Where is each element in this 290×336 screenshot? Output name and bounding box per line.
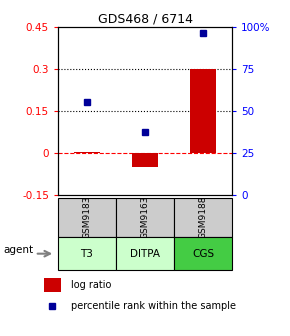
- Text: GSM9183: GSM9183: [82, 196, 92, 239]
- Bar: [174, 198, 232, 237]
- Bar: [58, 237, 116, 270]
- Text: DITPA: DITPA: [130, 249, 160, 259]
- Text: percentile rank within the sample: percentile rank within the sample: [71, 301, 235, 311]
- Text: CGS: CGS: [192, 249, 214, 259]
- Text: GSM9188: GSM9188: [198, 196, 208, 239]
- Text: T3: T3: [81, 249, 93, 259]
- Bar: [132, 153, 158, 167]
- Text: agent: agent: [3, 245, 33, 255]
- Text: GSM9163: GSM9163: [140, 196, 150, 239]
- Bar: [58, 198, 116, 237]
- Bar: [116, 237, 174, 270]
- Bar: [44, 278, 61, 292]
- Bar: [74, 152, 100, 153]
- Bar: [174, 237, 232, 270]
- Bar: [116, 198, 174, 237]
- Title: GDS468 / 6714: GDS468 / 6714: [97, 13, 193, 26]
- Text: log ratio: log ratio: [71, 280, 111, 290]
- Bar: [190, 69, 216, 153]
